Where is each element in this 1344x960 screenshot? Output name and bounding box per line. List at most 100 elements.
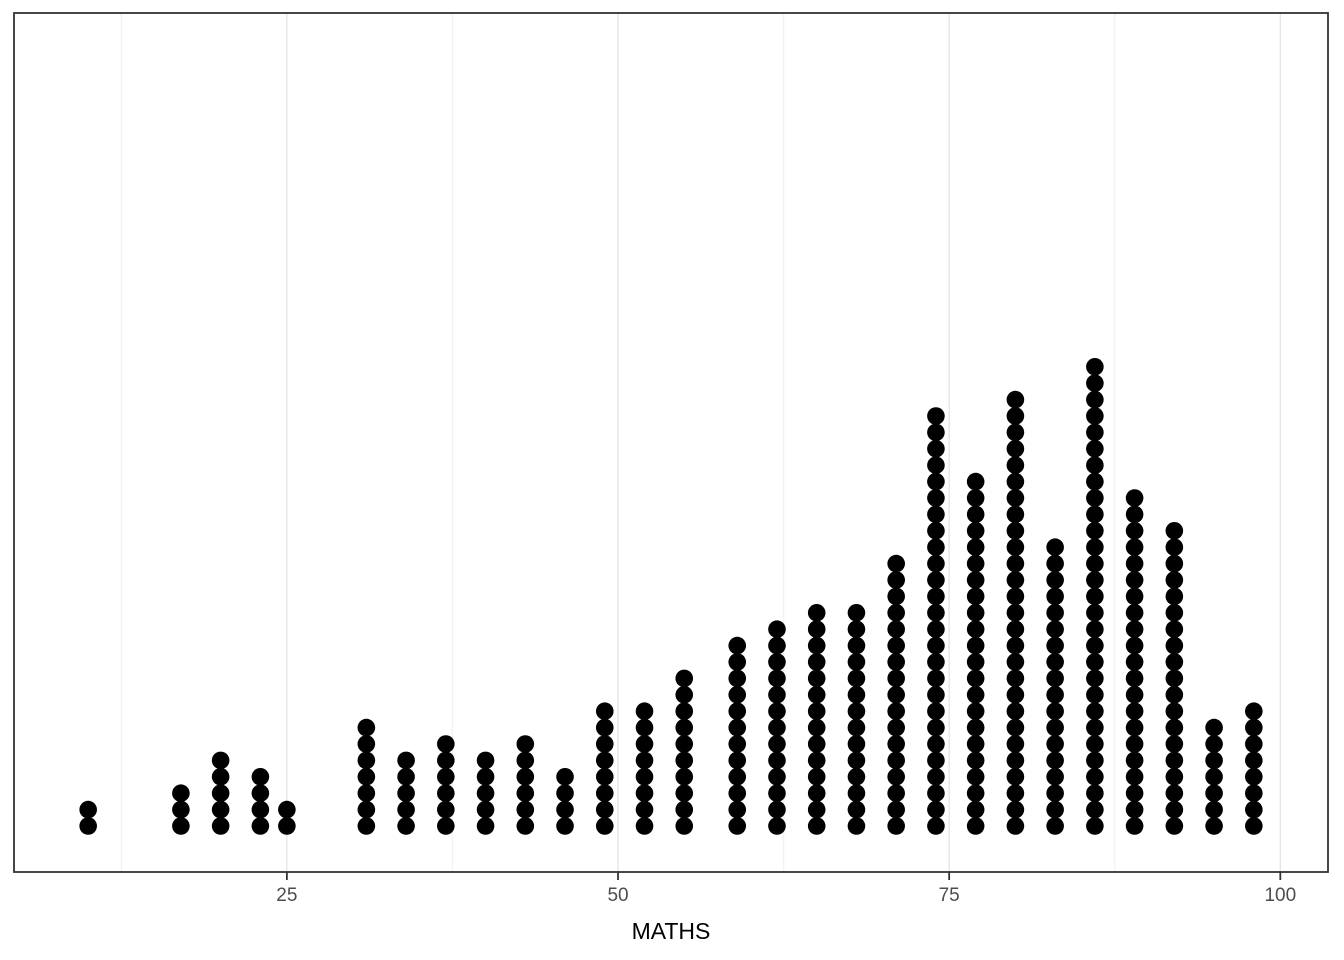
dot [927, 784, 945, 802]
dot [1165, 817, 1184, 835]
dot [357, 718, 376, 737]
dot [1046, 636, 1064, 655]
dot [437, 768, 455, 786]
dot [887, 768, 905, 786]
dot [1046, 768, 1064, 786]
dot [807, 817, 826, 835]
dot [847, 686, 866, 704]
dot [927, 735, 945, 753]
dot [927, 817, 945, 835]
dot [966, 620, 985, 638]
dot [1006, 653, 1025, 671]
dot-stack [675, 669, 694, 835]
dot [1086, 440, 1104, 458]
dot [1086, 817, 1104, 835]
dot-stacks [79, 358, 1263, 835]
dot-stack [251, 768, 270, 835]
dot [728, 735, 747, 753]
dot [1245, 768, 1263, 786]
dot [1086, 800, 1104, 819]
dot [1125, 489, 1144, 507]
dot [1086, 604, 1104, 622]
dot [887, 587, 905, 606]
dot [847, 604, 866, 622]
dot [516, 751, 535, 770]
dot [728, 653, 747, 671]
dot [1006, 489, 1025, 507]
dot [887, 784, 905, 802]
dot [595, 751, 614, 770]
dot [1086, 751, 1104, 770]
dot [1006, 800, 1025, 819]
dot [847, 669, 866, 688]
dot-stack [595, 702, 614, 835]
dot [397, 817, 415, 835]
dot [887, 620, 905, 638]
dot [728, 718, 747, 737]
minor-gridlines [120, 13, 1116, 872]
dot [675, 686, 694, 704]
dot [807, 784, 826, 802]
dot [1245, 735, 1263, 753]
dot [437, 735, 455, 753]
dot [1086, 686, 1104, 704]
dot [1046, 620, 1064, 638]
dot [847, 636, 866, 655]
dot [635, 768, 654, 786]
dot [927, 423, 945, 442]
dot [847, 718, 866, 737]
dot [966, 554, 985, 573]
dot [927, 768, 945, 786]
dot [927, 669, 945, 688]
dot [1165, 554, 1184, 573]
dot [1125, 718, 1144, 737]
dot [927, 800, 945, 819]
dot [966, 702, 985, 720]
dot [966, 686, 985, 704]
dot [887, 604, 905, 622]
dot [1006, 538, 1025, 556]
dot [635, 800, 654, 819]
dot [1125, 604, 1144, 622]
dot [595, 718, 614, 737]
dot [927, 538, 945, 556]
dot [847, 702, 866, 720]
dot [1046, 686, 1064, 704]
dot [1125, 669, 1144, 688]
dot [1006, 440, 1025, 458]
dot [211, 800, 230, 819]
dot [847, 735, 866, 753]
dot [1046, 538, 1064, 556]
dot-stack [768, 620, 786, 835]
dot [1086, 407, 1104, 425]
dot [768, 735, 786, 753]
dot [966, 587, 985, 606]
dot [1125, 587, 1144, 606]
dot [1046, 554, 1064, 573]
dot [728, 817, 747, 835]
dot-stack [966, 472, 985, 835]
dot [1245, 800, 1263, 819]
dot-stack [397, 751, 415, 835]
dot [1165, 522, 1184, 540]
dot [675, 718, 694, 737]
dot [927, 505, 945, 524]
dot [1086, 522, 1104, 540]
dot [1125, 538, 1144, 556]
dot [1165, 587, 1184, 606]
dot [847, 751, 866, 770]
dot [1165, 751, 1184, 770]
dot [476, 817, 495, 835]
dot [1245, 784, 1263, 802]
dot [1205, 817, 1223, 835]
dot [966, 653, 985, 671]
dot [966, 538, 985, 556]
dot [927, 604, 945, 622]
dot-stack [79, 800, 97, 835]
dot [1125, 554, 1144, 573]
dot-stack [728, 636, 747, 835]
dot [357, 784, 376, 802]
dot [1086, 489, 1104, 507]
dot [1006, 702, 1025, 720]
dot [1006, 686, 1025, 704]
